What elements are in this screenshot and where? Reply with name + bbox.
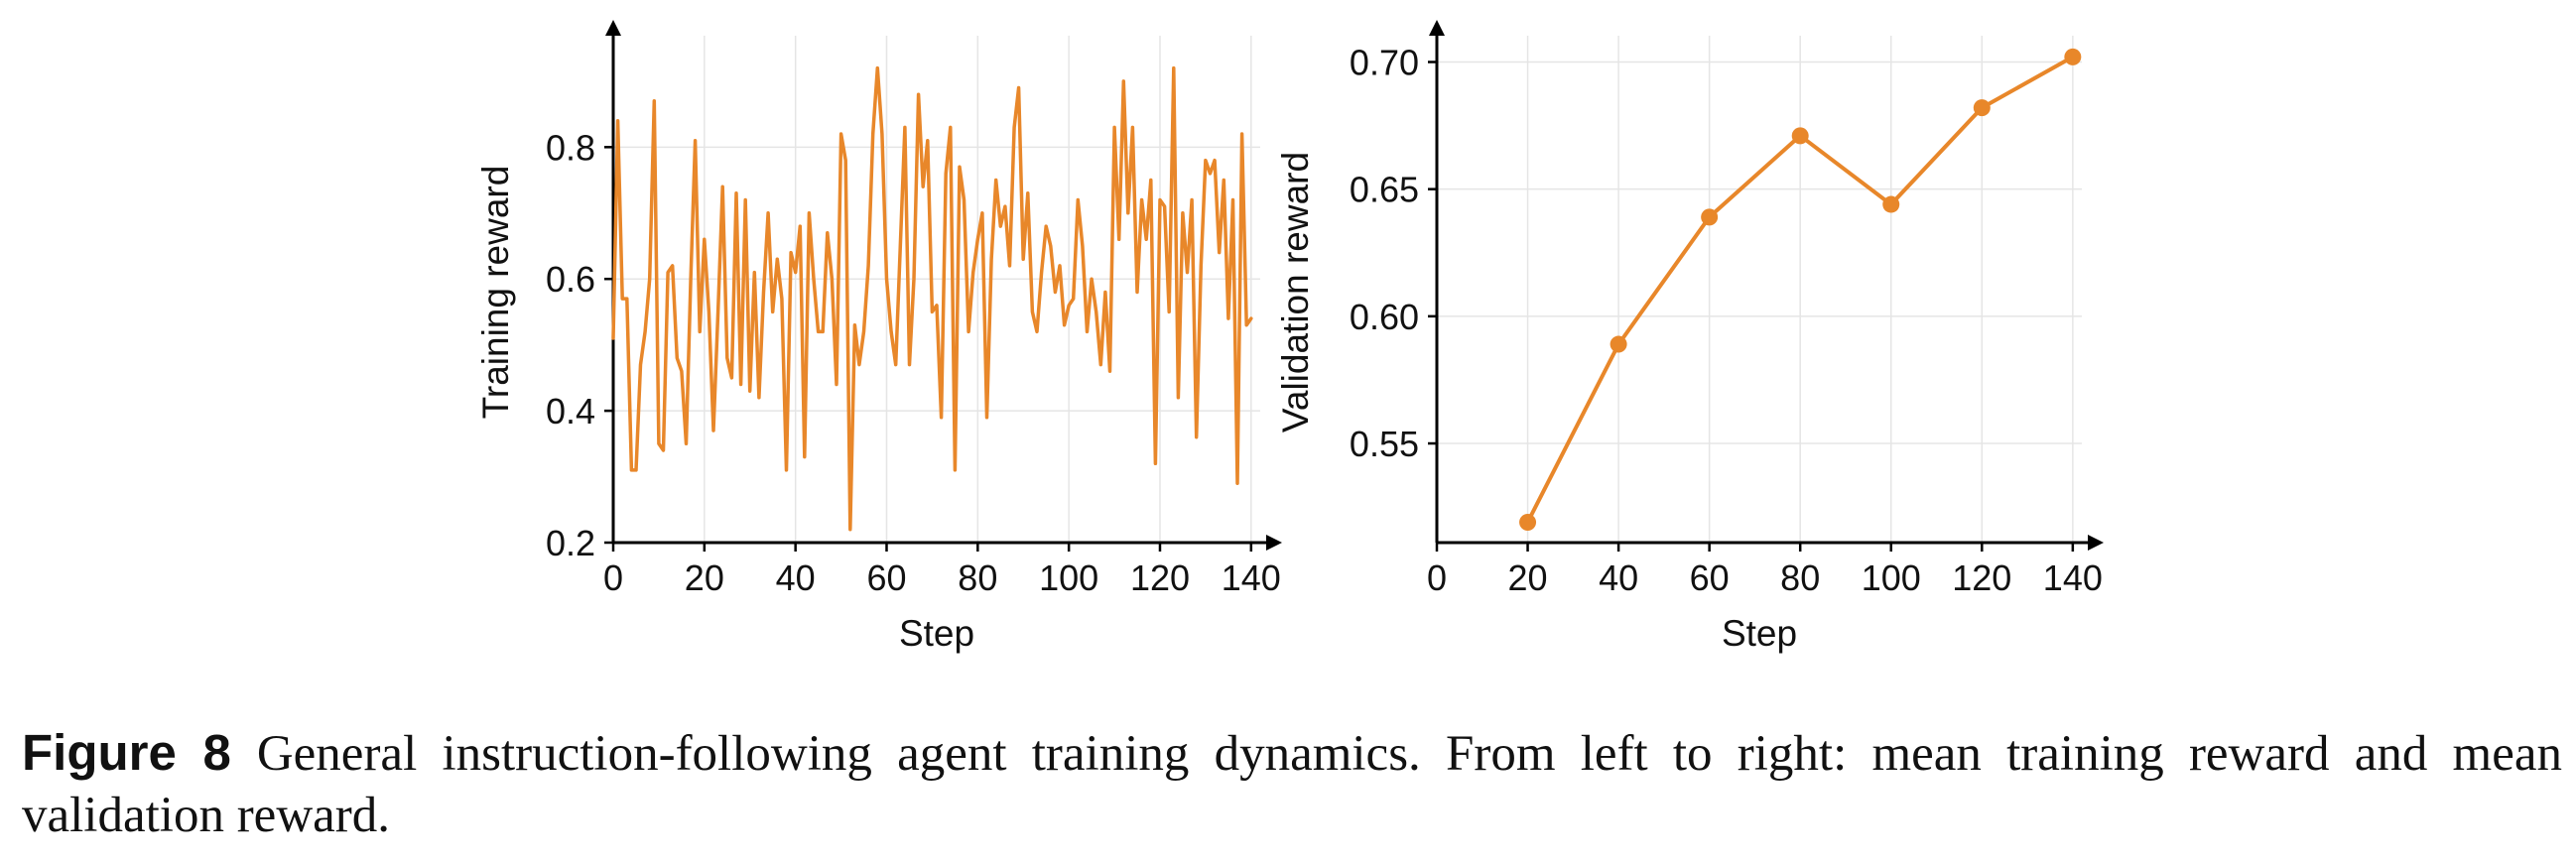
validation-y-tick-label: 0.55 [1350,424,1419,464]
validation-data-point [1791,127,1809,145]
validation-x-tick-label: 140 [2043,557,2103,598]
validation-x-axis-title: Step [1722,613,1797,654]
training-y-tick-label: 0.6 [546,259,595,300]
training-y-axis-title: Training reward [475,166,516,420]
training-x-tick-label: 60 [866,557,906,598]
training-reward-chart: 0 20 40 60 80 100 120 140 0.2 0.4 0.6 0.8 Step Traini… [475,20,1282,654]
training-x-tick-label: 100 [1039,557,1098,598]
training-x-tick-label: 0 [603,557,623,598]
validation-x-tick-label: 80 [1780,557,1820,598]
training-y-tick-label: 0.8 [546,127,595,168]
validation-data-point [1973,99,1991,117]
training-y-tick-label: 0.4 [546,391,595,432]
figure-label: Figure 8 [22,724,231,781]
validation-y-axis-arrow [1429,20,1445,36]
validation-x-tick-label: 0 [1427,557,1447,598]
validation-x-tick-label: 20 [1508,557,1548,598]
figure-caption: Figure 8 General instruction-following ag… [22,722,2562,846]
validation-x-tick-label: 120 [1952,557,2011,598]
validation-x-tick-label: 100 [1862,557,1921,598]
validation-data-point [1882,195,1900,213]
validation-reward-chart: 0 20 40 60 80 100 120 140 0.55 0.60 0.65 0.70 Step Va… [1275,20,2104,654]
validation-x-axis-arrow [2088,535,2104,551]
validation-data-point [2064,48,2082,65]
validation-y-axis-title: Validation reward [1275,152,1316,432]
training-x-tick-label: 20 [685,557,724,598]
training-x-axis-arrow [1266,535,1282,551]
validation-data-point [1610,335,1627,353]
validation-y-tick-label: 0.65 [1350,170,1419,210]
training-series-line [611,65,1253,532]
training-x-tick-label: 40 [776,557,816,598]
training-x-tick-label: 120 [1130,557,1190,598]
charts-canvas: 0 20 40 60 80 100 120 140 0.2 0.4 0.6 0.8 Step Traini… [475,20,2104,654]
training-y-tick-label: 0.2 [546,523,595,563]
validation-x-tick-label: 60 [1690,557,1730,598]
training-x-tick-label: 80 [958,557,997,598]
validation-data-point [1519,513,1537,531]
training-x-axis-title: Step [899,613,974,654]
training-x-tick-label: 140 [1222,557,1281,598]
validation-x-tick-label: 40 [1599,557,1638,598]
validation-y-tick-label: 0.70 [1350,43,1419,83]
validation-data-point [1701,208,1719,226]
training-y-axis-arrow [605,20,621,36]
figure-caption-text: General instruction-following agent trai… [22,726,2563,843]
validation-y-tick-label: 0.60 [1350,297,1419,337]
